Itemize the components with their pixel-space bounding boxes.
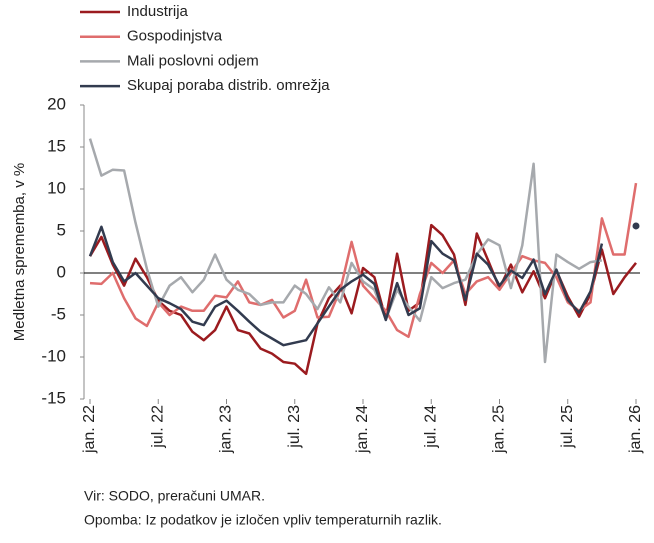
legend-label: Skupaj poraba distrib. omrežja — [127, 77, 330, 94]
series-line — [88, 223, 637, 376]
series-line — [89, 182, 638, 339]
y-tick-label: 0 — [57, 262, 66, 281]
legend-label: Gospodinjstva — [127, 28, 223, 45]
series-line — [88, 138, 603, 364]
point — [632, 222, 640, 230]
legend-label: Industrija — [127, 3, 189, 20]
x-tick-label: jan. 25 — [491, 405, 508, 454]
source: Vir: SODO, preračuni UMAR. — [84, 488, 265, 504]
x-tick-label: jan. 26 — [627, 405, 644, 454]
y-tick-label: -10 — [41, 346, 66, 365]
x-tick-label: jul. 23 — [286, 405, 303, 449]
x-tick-label: jan. 23 — [218, 405, 235, 454]
y-tick-label: 15 — [47, 136, 66, 155]
note: Opomba: Iz podatkov je izločen vpliv tem… — [84, 512, 442, 528]
y-tick-label: -15 — [41, 388, 66, 407]
y-tick-label: 10 — [47, 178, 66, 197]
x-tick-label: jan. 24 — [354, 405, 371, 454]
y-tick-label: 20 — [47, 94, 66, 113]
x-tick-label: jul. 22 — [149, 405, 166, 449]
y-tick-label: -5 — [51, 304, 66, 323]
y-tick-label: 5 — [57, 220, 66, 239]
x-tick-label: jul. 24 — [422, 405, 439, 449]
y-axis-label: Medletna sprememba, v % — [11, 163, 28, 341]
x-tick-label: jan. 22 — [81, 405, 98, 454]
legend-label: Mali poslovni odjem — [127, 52, 259, 69]
x-tick-label: jul. 25 — [559, 405, 576, 449]
